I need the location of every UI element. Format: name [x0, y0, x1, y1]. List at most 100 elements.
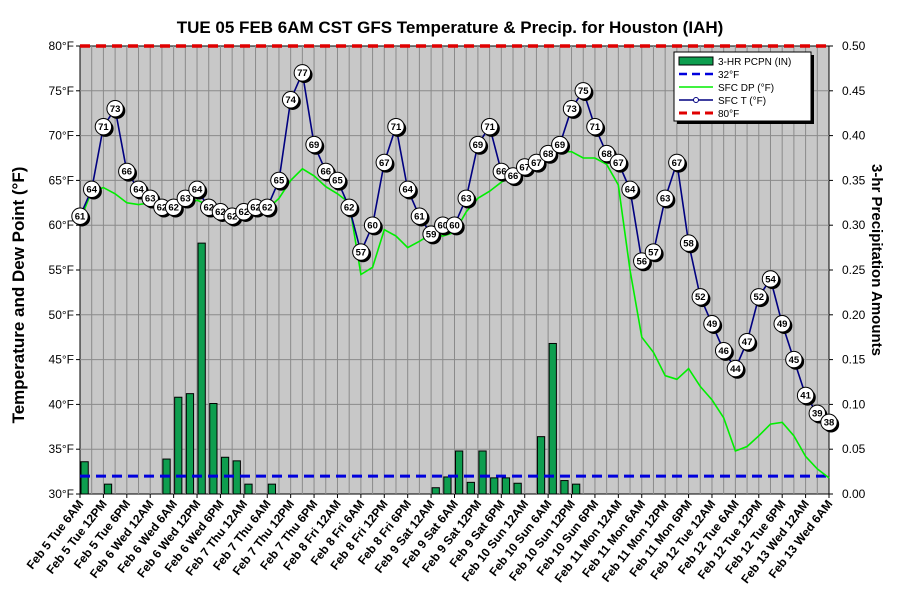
legend-label-pcpn: 3-HR PCPN (IN): [718, 57, 791, 68]
temperature-marker: [551, 135, 569, 154]
temperature-marker: [118, 162, 136, 181]
temperature-label: 46: [718, 346, 729, 357]
temperature-label: 63: [461, 194, 472, 205]
temperature-marker: [375, 153, 393, 172]
temperature-label: 49: [777, 319, 788, 330]
temperature-marker: [94, 117, 113, 136]
y2-tick-label: 0.15: [842, 353, 866, 367]
temperature-label: 62: [344, 203, 355, 214]
y-tick-label: 75°F: [49, 84, 74, 98]
precip-bar: [548, 342, 557, 495]
temperature-label: 56: [636, 256, 647, 267]
legend-label-32f: 32°F: [718, 70, 739, 81]
precip-bar: [244, 483, 253, 495]
temperature-marker: [714, 341, 733, 360]
y-axis-ticks: 30°F 35°F 40°F 45°F 50°F 55°F 60°F 65°F 70°F 75°F…: [49, 39, 80, 501]
temperature-marker: [164, 198, 183, 216]
temperature-label: 62: [215, 207, 226, 218]
temperature-marker: [761, 270, 780, 288]
temperature-label: 62: [239, 207, 250, 218]
temperature-label: 75: [578, 86, 589, 97]
temperature-label: 66: [496, 167, 507, 178]
temperature-marker: [71, 207, 89, 225]
temperature-label: 68: [543, 149, 554, 160]
precip-bar: [232, 460, 241, 495]
temperature-label: 41: [800, 391, 811, 402]
temperature-label: 67: [519, 162, 530, 173]
precip-bar: [431, 487, 440, 495]
temperature-label: 68: [601, 149, 612, 160]
y2-tick-label: 0.00: [842, 487, 866, 501]
temperature-marker: [644, 243, 663, 261]
temperature-marker: [539, 144, 557, 163]
temperature-label: 60: [438, 221, 449, 232]
temperature-marker: [796, 386, 815, 405]
temperature-label: 57: [648, 247, 659, 258]
temperature-marker: [469, 135, 487, 154]
temperature-label: 61: [414, 212, 425, 223]
temperature-marker: [352, 243, 370, 261]
temperature-label: 54: [765, 274, 776, 285]
temperature-marker: [305, 135, 323, 154]
temperature-label: 67: [613, 158, 624, 169]
y-tick-label: 55°F: [49, 263, 74, 277]
temperature-marker: [270, 171, 288, 190]
temperature-label: 71: [391, 122, 402, 133]
temperature-label: 65: [274, 176, 285, 187]
y-tick-label: 30°F: [49, 487, 74, 501]
precip-bar: [513, 482, 522, 495]
temperature-marker: [410, 207, 429, 225]
precip-bar: [536, 436, 546, 495]
temperature-label: 49: [707, 319, 718, 330]
temperature-marker: [480, 117, 499, 136]
temperature-marker: [106, 100, 124, 118]
y-tick-label: 60°F: [49, 218, 74, 232]
temperature-label: 71: [590, 122, 601, 133]
temperature-label: 77: [297, 68, 308, 79]
temperature-label: 66: [320, 167, 331, 178]
y-tick-label: 65°F: [49, 173, 74, 187]
temperature-label: 69: [309, 140, 320, 151]
y2-tick-label: 0.40: [842, 129, 866, 143]
temperature-marker: [258, 198, 276, 216]
temperature-marker: [633, 252, 651, 270]
precip-bar: [80, 461, 89, 495]
temperature-marker: [574, 82, 592, 100]
temperature-label: 52: [695, 292, 706, 303]
legend-swatch-pcpn: [678, 56, 714, 66]
temperature-marker: [129, 180, 148, 199]
temperature-label: 64: [133, 185, 144, 196]
temperature-marker: [387, 117, 405, 136]
precip-bar: [103, 483, 113, 495]
temperature-label: 62: [157, 203, 168, 214]
temperature-label: 71: [484, 122, 495, 133]
temperature-marker: [656, 189, 674, 208]
temperature-label: 61: [75, 212, 86, 223]
temperature-label: 38: [824, 418, 835, 429]
temperature-label: 67: [531, 158, 542, 169]
temperature-label: 57: [356, 247, 367, 258]
temperature-label: 65: [332, 176, 343, 187]
temperature-label: 73: [110, 104, 121, 115]
temperature-marker: [820, 413, 838, 432]
temperature-marker: [785, 350, 803, 369]
temperature-label: 62: [262, 203, 273, 214]
temperature-label: 64: [86, 185, 97, 196]
temperature-marker: [527, 153, 546, 172]
temperature-marker: [457, 189, 475, 208]
temperature-marker: [445, 216, 464, 234]
y2-axis-title: 3-hr Precipitation Amounts: [868, 164, 885, 356]
temperature-label: 64: [402, 185, 413, 196]
temperature-label: 66: [122, 167, 133, 178]
precip-bar: [209, 403, 218, 495]
y2-tick-label: 0.10: [842, 397, 866, 411]
temperature-marker: [773, 315, 791, 333]
temperature-marker: [703, 315, 721, 333]
y-tick-label: 45°F: [49, 353, 74, 367]
precip-bar: [185, 393, 195, 495]
temperature-label: 62: [227, 212, 238, 223]
y-tick-label: 50°F: [49, 308, 74, 322]
temperature-marker: [609, 153, 628, 172]
